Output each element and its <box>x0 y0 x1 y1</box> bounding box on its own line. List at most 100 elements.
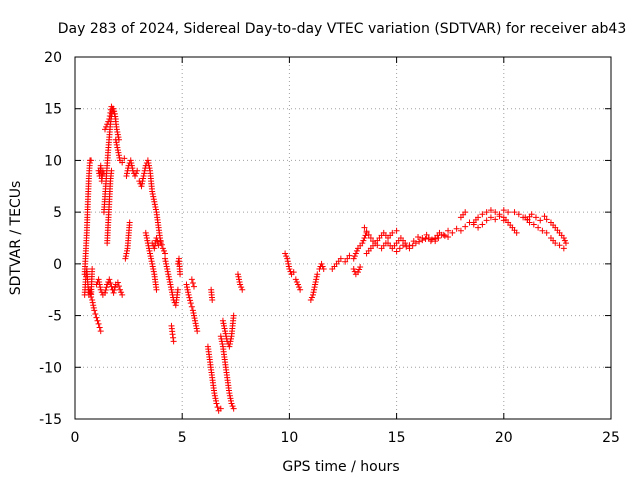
data-point <box>115 283 122 290</box>
data-point <box>236 276 243 283</box>
data-point <box>150 268 157 275</box>
data-point <box>226 341 233 348</box>
data-point <box>106 112 113 119</box>
data-point <box>167 281 174 288</box>
data-point <box>320 266 327 273</box>
data-point <box>163 263 170 270</box>
data-point <box>163 260 170 267</box>
data-point <box>122 253 129 260</box>
data-point <box>145 160 152 167</box>
data-point <box>164 266 171 273</box>
data-point <box>106 276 113 283</box>
data-point <box>92 311 99 318</box>
data-point <box>528 211 535 218</box>
data-point <box>441 232 448 239</box>
data-point <box>487 207 494 214</box>
data-point <box>146 247 153 254</box>
data-point <box>159 245 166 252</box>
data-point <box>149 263 156 270</box>
data-point <box>194 328 201 335</box>
data-point <box>230 312 237 319</box>
data-point <box>355 269 362 276</box>
data-point <box>537 217 544 224</box>
data-point <box>185 289 192 296</box>
data-point <box>362 232 369 239</box>
data-point <box>287 268 294 275</box>
data-point <box>296 284 303 291</box>
data-point <box>123 170 130 177</box>
data-point <box>229 403 236 410</box>
data-point <box>352 250 359 257</box>
data-point <box>115 152 122 159</box>
data-point <box>357 263 364 270</box>
data-point <box>221 322 228 329</box>
chart-title: Day 283 of 2024, Sidereal Day-to-day VTE… <box>58 21 627 37</box>
data-point <box>190 283 197 290</box>
data-point <box>212 397 219 404</box>
y-tick-label: -15 <box>39 412 62 428</box>
data-point <box>111 287 118 294</box>
data-point <box>310 289 317 296</box>
data-point <box>123 250 130 257</box>
data-point <box>221 325 228 332</box>
data-point <box>140 172 147 179</box>
data-point <box>479 221 486 228</box>
data-point <box>170 338 177 345</box>
data-point <box>213 400 220 407</box>
data-point <box>419 237 426 244</box>
data-point <box>543 229 550 236</box>
data-point <box>188 303 195 310</box>
data-point <box>285 263 292 270</box>
data-point <box>104 281 111 288</box>
data-point <box>403 243 410 250</box>
data-point <box>312 278 319 285</box>
data-point <box>346 252 353 259</box>
data-point <box>157 238 164 245</box>
data-point <box>102 287 109 294</box>
data-point <box>513 229 520 236</box>
data-point <box>166 276 173 283</box>
data-point <box>158 241 165 248</box>
data-point <box>393 248 400 255</box>
data-point <box>116 154 123 161</box>
data-point <box>236 278 243 285</box>
data-point <box>457 227 464 234</box>
data-point <box>415 233 422 240</box>
data-point <box>428 236 435 243</box>
data-point <box>97 328 104 335</box>
data-point <box>129 165 136 172</box>
data-point <box>94 317 101 324</box>
data-point <box>218 338 225 345</box>
data-point <box>487 214 494 221</box>
data-point <box>351 268 358 275</box>
data-point <box>96 324 103 331</box>
data-point <box>475 224 482 231</box>
data-point <box>311 284 318 291</box>
data-point <box>393 227 400 234</box>
data-point <box>211 390 218 397</box>
data-point <box>89 297 96 304</box>
data-point <box>209 297 216 304</box>
data-point <box>313 273 320 280</box>
data-point <box>91 307 98 314</box>
data-point <box>492 216 499 223</box>
data-point <box>416 238 423 245</box>
data-point <box>104 121 111 128</box>
data-point <box>111 110 118 117</box>
data-point <box>162 250 169 257</box>
data-point <box>110 105 117 112</box>
data-point <box>112 116 119 123</box>
data-point <box>184 286 191 293</box>
data-point <box>353 247 360 254</box>
data-point <box>496 213 503 220</box>
data-point <box>292 276 299 283</box>
data-point <box>190 312 197 319</box>
data-point <box>539 227 546 234</box>
data-point <box>88 157 95 164</box>
data-point <box>144 237 151 244</box>
data-point <box>114 131 121 138</box>
data-point <box>412 240 419 247</box>
data-point <box>192 320 199 327</box>
data-point <box>177 271 184 278</box>
data-point <box>114 147 121 154</box>
